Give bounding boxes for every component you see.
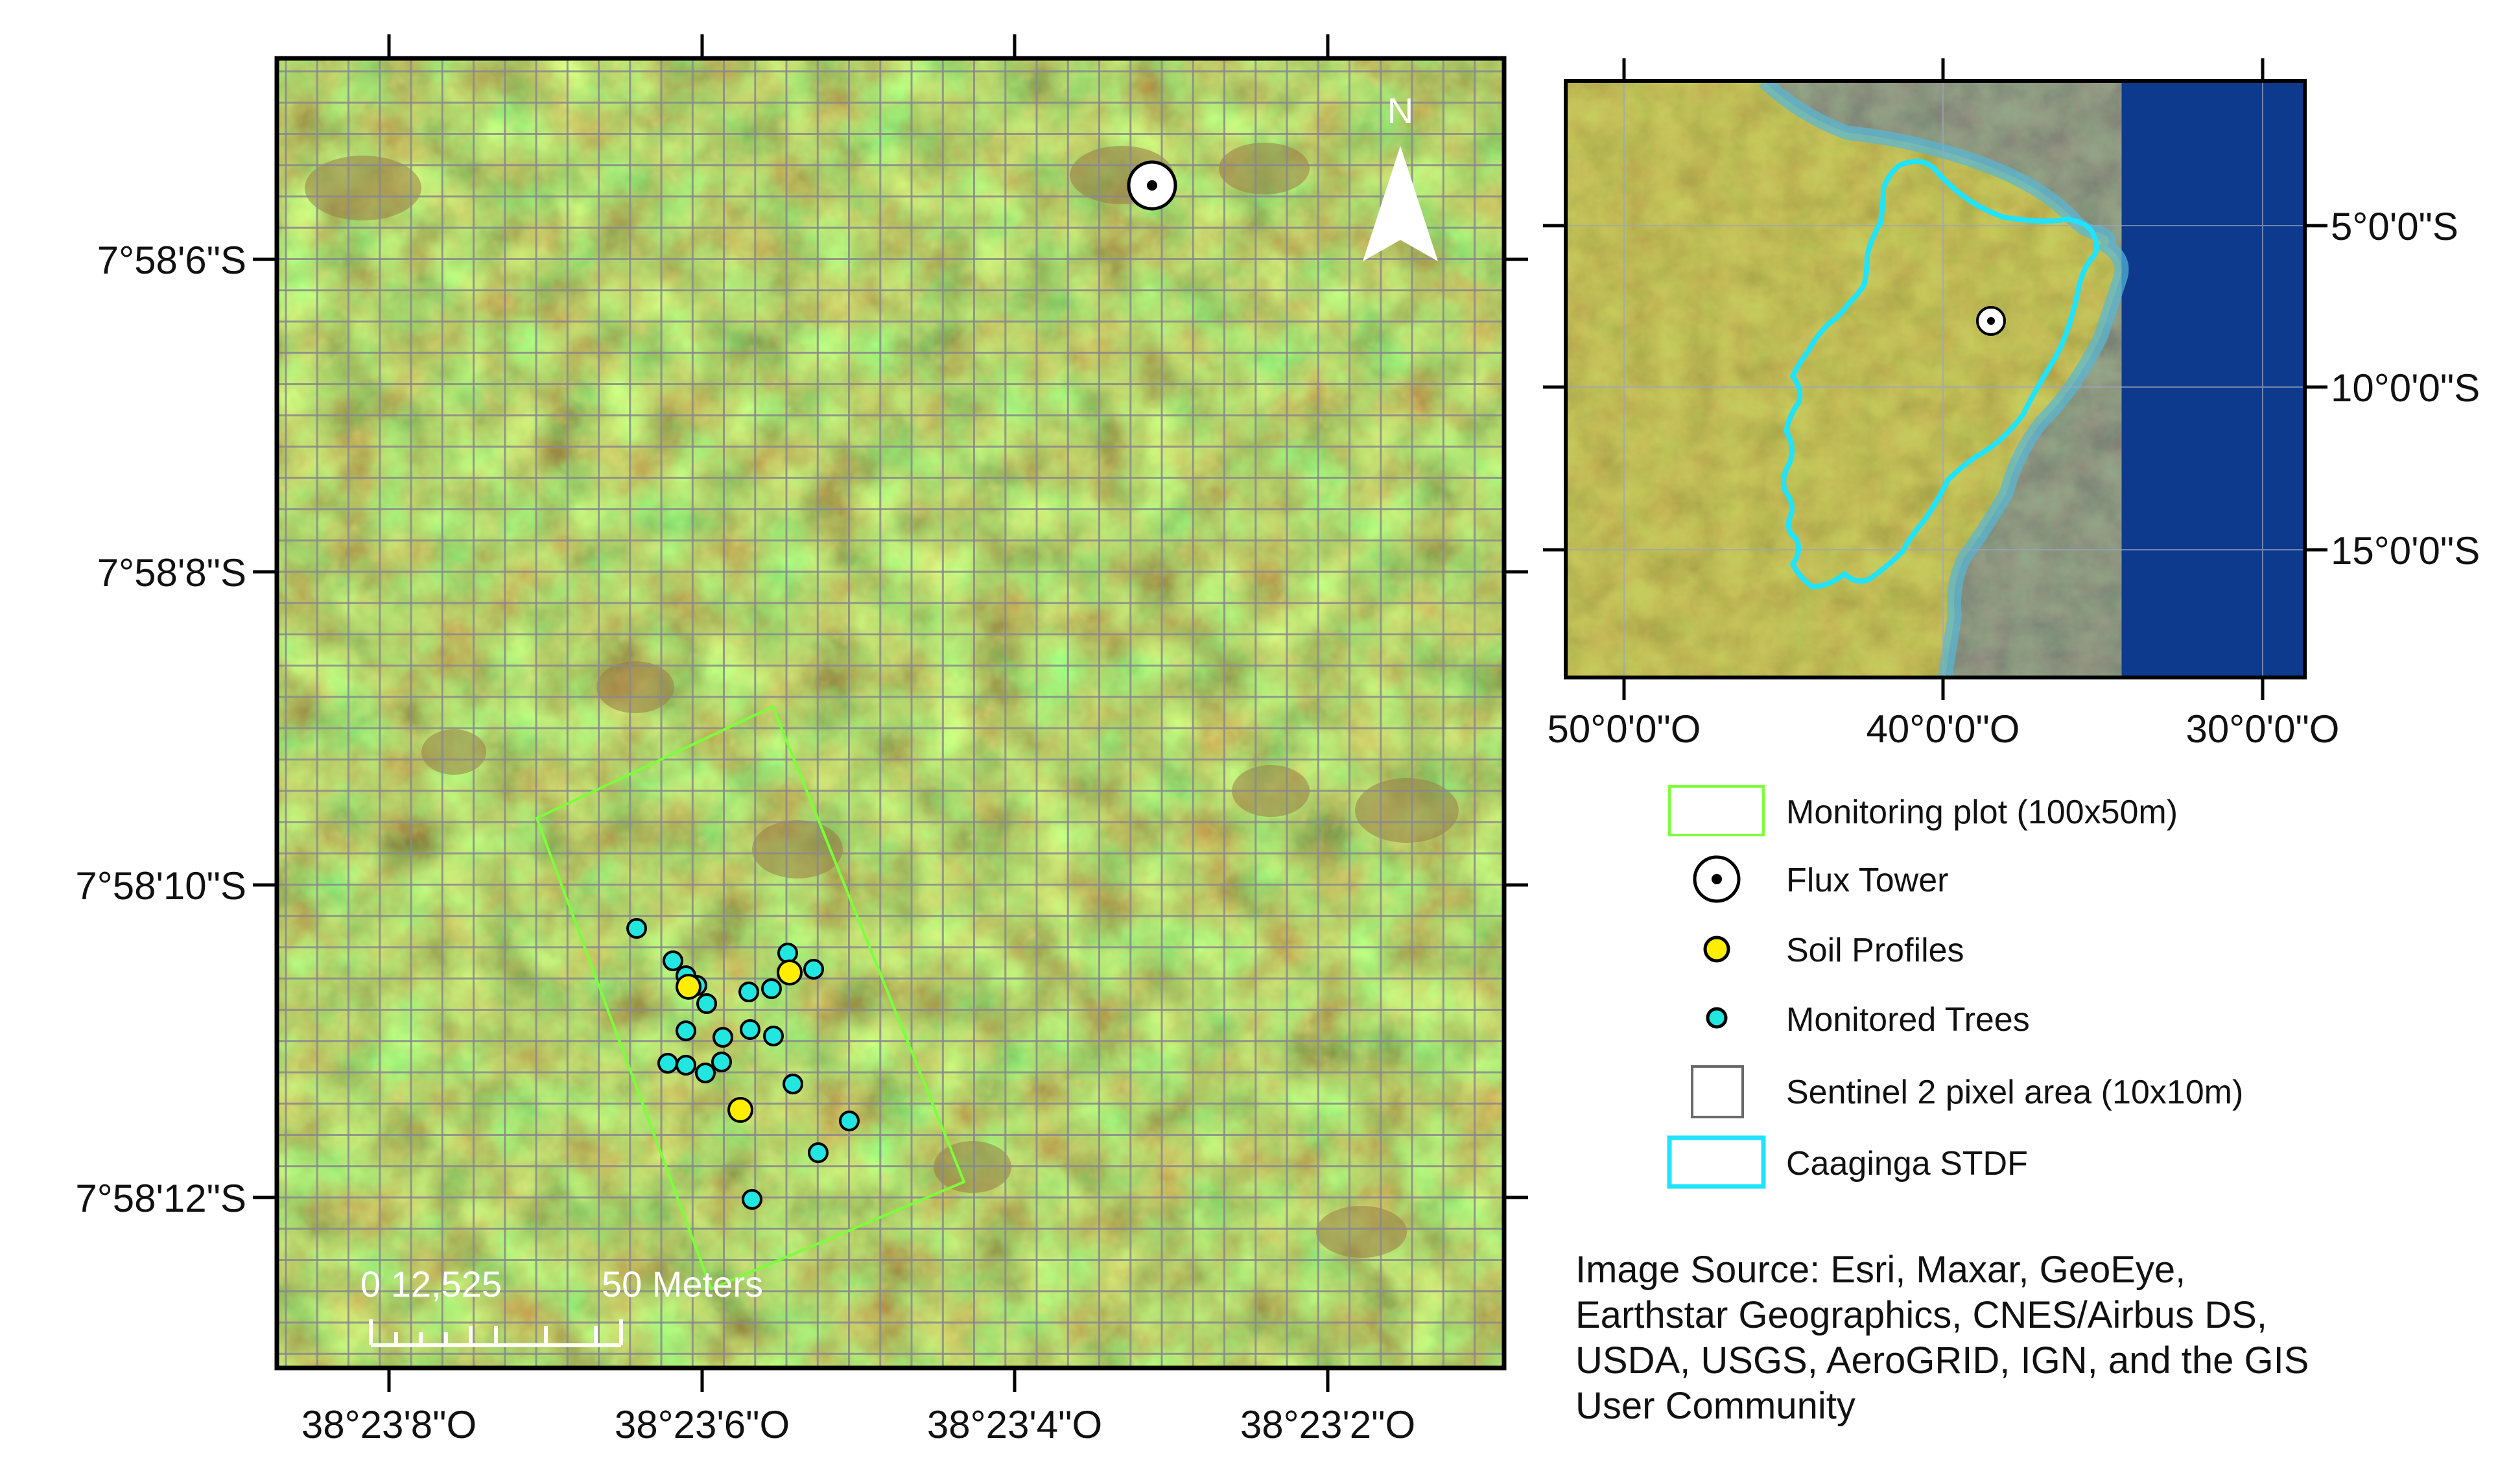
monitored-tree-point	[695, 1063, 716, 1083]
monitored-tree-point	[740, 1019, 760, 1040]
monitored-tree-point	[663, 950, 683, 971]
inset-lon-label-1: 50°0'0"O	[1548, 707, 1701, 751]
monitored-tree-point	[803, 959, 824, 980]
main-lon-label-4: 38°23'2"O	[1240, 1403, 1415, 1446]
monitored-tree-point	[676, 1020, 696, 1041]
inset-lat-label-1: 5°0'0"S	[2331, 205, 2458, 248]
pixel-area-swatch	[1691, 1065, 1744, 1118]
caatinga-boundary	[1781, 158, 2099, 589]
monitored-tree-point	[738, 982, 759, 1002]
north-arrow: N	[1363, 90, 1438, 261]
sentinel-pixel-grid	[277, 58, 1504, 1368]
main-map-frame	[274, 56, 1507, 1371]
legend-item-sentinel-pixel: Sentinel 2 pixel area (10x10m)	[1691, 1065, 2243, 1118]
main-lon-label-1: 38°23'8"O	[301, 1403, 477, 1446]
inset-lon-label-2: 40°0'0"O	[1867, 707, 2020, 751]
soil-profile-point	[777, 960, 803, 985]
soil-profile-point	[727, 1097, 753, 1123]
inset-map-frame	[1564, 79, 2307, 679]
soil-profile-swatch	[1703, 936, 1730, 963]
main-lon-ticks	[387, 34, 1330, 1392]
legend-label-flux-tower: Flux Tower	[1786, 862, 1948, 899]
monitored-tree-point	[626, 918, 647, 939]
monitored-tree-point	[657, 1053, 678, 1074]
monitored-tree-point	[711, 1052, 732, 1072]
image-source-credit: Image Source: Esri, Maxar, GeoEye, Earth…	[1575, 1249, 2309, 1427]
source-line-4: User Community	[1575, 1385, 1855, 1427]
plot-outline-swatch	[1668, 785, 1765, 836]
source-line-1: Image Source: Esri, Maxar, GeoEye,	[1575, 1249, 2185, 1291]
soil-profiles	[676, 960, 803, 1123]
legend-label-caatinga: Caaginga STDF	[1786, 1145, 2028, 1183]
scale-bar	[369, 1319, 623, 1347]
legend-label-soil-profiles: Soil Profiles	[1786, 932, 1964, 969]
inset-lat-label-2: 10°0'0"S	[2331, 366, 2480, 410]
scale-bar-right-label: 50 Meters	[602, 1264, 763, 1304]
main-lat-ticks	[253, 257, 1528, 1199]
caatinga-swatch	[1667, 1135, 1766, 1189]
monitored-tree-point	[839, 1111, 860, 1131]
legend-label-monitoring-plot: Monitoring plot (100x50m)	[1786, 794, 2178, 831]
inset-map: 5°0'0"S 10°0'0"S 15°0'0"S 50°0'0"O 40°0'…	[1543, 58, 2480, 751]
inset-imagery	[1566, 81, 2305, 677]
legend-item-caatinga: Caaginga STDF	[1667, 1135, 2028, 1189]
monitored-trees	[626, 918, 860, 1210]
satellite-imagery	[277, 58, 1504, 1368]
main-lat-label-4: 7°58'12"S	[75, 1177, 246, 1220]
main-lat-label-2: 7°58'8"S	[97, 551, 246, 595]
monitored-tree-point	[742, 1189, 762, 1210]
main-lat-label-1: 7°58'6"S	[97, 239, 246, 282]
north-label: N	[1387, 90, 1413, 131]
source-line-3: USDA, USGS, AeroGRID, IGN, and the GIS	[1575, 1339, 2309, 1382]
inset-lat-label-3: 15°0'0"S	[2331, 529, 2480, 572]
inset-flux-tower-marker	[1976, 306, 2006, 336]
monitored-tree-point	[696, 993, 717, 1014]
legend: Monitoring plot (100x50m) Flux Tower Soi…	[1667, 785, 2243, 1189]
shallow-coast	[1758, 81, 2129, 677]
monitored-tree-point	[713, 1027, 733, 1048]
inset-lon-label-3: 30°0'0"O	[2186, 707, 2340, 751]
legend-label-monitored-trees: Monitored Trees	[1786, 1001, 2030, 1039]
monitored-tree-point	[777, 943, 798, 963]
legend-label-sentinel-pixel: Sentinel 2 pixel area (10x10m)	[1786, 1074, 2243, 1111]
main-lon-label-2: 38°23'6"O	[615, 1403, 790, 1446]
main-map: N 0 12,525 50 Meters 7°58	[75, 34, 1528, 1446]
soil-profile-point	[676, 974, 701, 1000]
legend-item-monitored-trees: Monitored Trees	[1706, 1001, 2030, 1039]
monitored-tree-point	[783, 1074, 803, 1094]
legend-item-soil-profiles: Soil Profiles	[1703, 932, 1964, 969]
monitored-tree-point	[761, 978, 782, 999]
inset-ticks	[1543, 58, 2327, 700]
monitored-tree-point	[676, 1055, 696, 1076]
monitored-tree-point	[808, 1142, 829, 1163]
scale-bar-left-label: 0 12,525	[360, 1264, 502, 1304]
flux-tower-marker	[1127, 160, 1177, 211]
monitoring-plot	[535, 705, 966, 1291]
tree-swatch	[1706, 1007, 1728, 1029]
monitored-tree-point	[763, 1026, 784, 1046]
source-line-2: Earthstar Geographics, CNES/Airbus DS,	[1575, 1294, 2267, 1336]
legend-item-flux-tower: Flux Tower	[1693, 855, 1948, 903]
legend-item-monitoring-plot: Monitoring plot (100x50m)	[1668, 785, 2178, 836]
main-lat-label-3: 7°58'10"S	[75, 864, 246, 908]
main-lon-label-3: 38°23'4"O	[927, 1403, 1102, 1446]
